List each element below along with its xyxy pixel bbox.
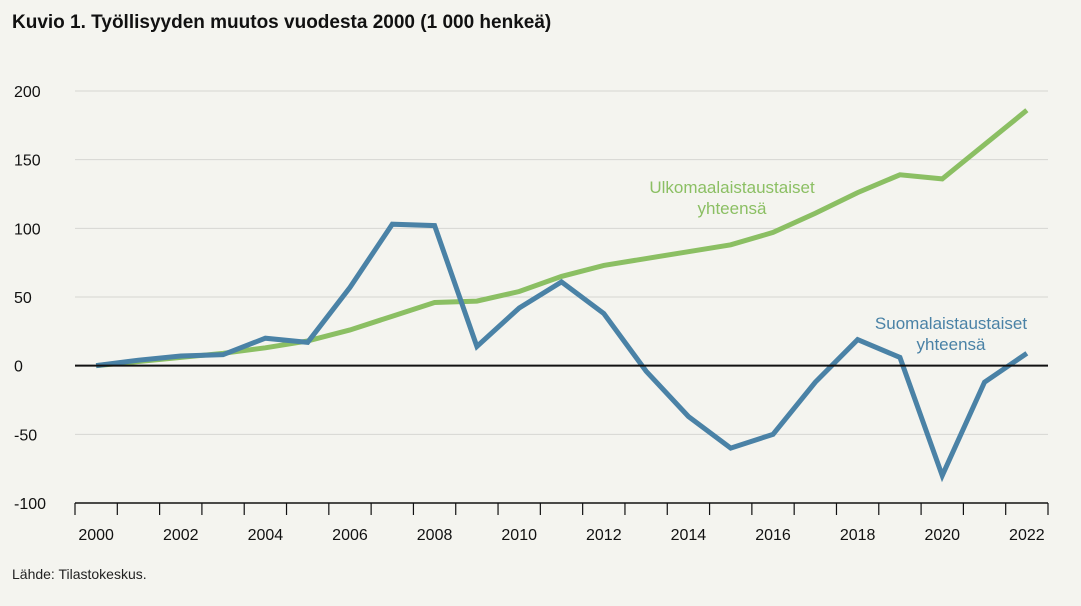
x-tick-label: 2022 xyxy=(1009,527,1045,544)
x-tick-label: 2014 xyxy=(671,527,707,544)
x-tick-label: 2016 xyxy=(755,527,791,544)
y-tick-label: -50 xyxy=(14,427,37,444)
x-tick-label: 2018 xyxy=(840,527,876,544)
x-tick-label: 2008 xyxy=(417,527,453,544)
y-tick-label: -100 xyxy=(14,496,46,513)
y-tick-label: 50 xyxy=(14,290,32,307)
source-note: Lähde: Tilastokeskus. xyxy=(12,566,147,582)
y-tick-label: 100 xyxy=(14,221,41,238)
x-tick-label: 2006 xyxy=(332,527,368,544)
x-tick-label: 2020 xyxy=(924,527,960,544)
y-tick-label: 0 xyxy=(14,359,23,376)
series-label: Ulkomaalaistaustaiset xyxy=(649,178,815,197)
series-label: yhteensä xyxy=(917,335,987,354)
x-tick-label: 2000 xyxy=(78,527,114,544)
series-label: Suomalaistaustaiset xyxy=(875,314,1027,333)
series-line-suomalaistaustaiset xyxy=(95,221,1029,483)
chart-title: Kuvio 1. Työllisyyden muutos vuodesta 20… xyxy=(12,12,552,33)
y-tick-label: 200 xyxy=(14,84,41,101)
y-tick-label: 150 xyxy=(14,153,41,170)
x-tick-label: 2004 xyxy=(248,527,284,544)
series-label: yhteensä xyxy=(698,199,768,218)
x-tick-label: 2010 xyxy=(501,527,537,544)
x-tick-label: 2002 xyxy=(163,527,199,544)
x-tick-label: 2012 xyxy=(586,527,622,544)
